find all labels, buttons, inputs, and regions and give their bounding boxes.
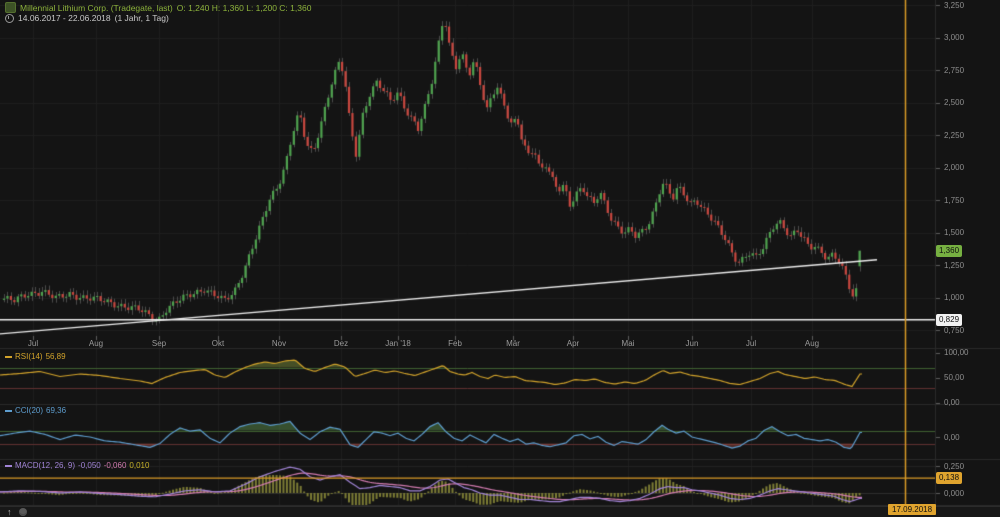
instrument-logo-icon bbox=[5, 2, 16, 13]
cci-tick-label: 0,00 bbox=[944, 432, 960, 442]
rsi-tick-label: 0,00 bbox=[944, 398, 960, 407]
price-tick-label: 2,750 bbox=[944, 65, 965, 75]
price-tick-label: 1,250 bbox=[944, 260, 965, 270]
month-tick-label: Apr bbox=[566, 339, 580, 348]
date-range-bar: 14.06.2017 - 22.06.2018 (1 Jahr, 1 Tag) bbox=[5, 13, 169, 23]
rsi-tick-label: 100,00 bbox=[944, 348, 969, 357]
cci-swatch-icon bbox=[5, 409, 12, 412]
bottom-toolbar: ↑ bbox=[0, 506, 1000, 517]
month-tick-label: Jul bbox=[745, 339, 757, 348]
rsi-swatch-icon bbox=[5, 355, 12, 358]
price-tick-label: 2,000 bbox=[944, 163, 965, 172]
macd-swatch-icon bbox=[5, 464, 12, 467]
price-tick-label: 3,000 bbox=[944, 33, 965, 42]
month-tick-label: Dez bbox=[333, 339, 349, 348]
macd-legend[interactable]: MACD(12, 26, 9) -0,050 -0,060 0,010 bbox=[5, 461, 149, 470]
rsi-value: 56,89 bbox=[45, 352, 66, 361]
date-range-detail: (1 Jahr, 1 Tag) bbox=[114, 13, 169, 23]
support-line-price-badge: 0,829 bbox=[936, 313, 963, 326]
cci-legend[interactable]: CCI(20) 69,36 bbox=[5, 406, 66, 415]
price-tick-label: 2,500 bbox=[944, 98, 965, 107]
last-price-badge: 1,360 bbox=[936, 244, 963, 257]
scroll-up-icon[interactable]: ↑ bbox=[7, 506, 12, 517]
date-range-text: 14.06.2017 - 22.06.2018 bbox=[18, 13, 111, 23]
instrument-legend[interactable]: Millennial Lithium Corp. (Tradegate, las… bbox=[5, 2, 311, 13]
rsi-legend[interactable]: RSI(14) 56,89 bbox=[5, 352, 66, 361]
price-tick-label: 1,750 bbox=[944, 195, 965, 205]
vline-date-badge: 17.09.2018 bbox=[888, 504, 937, 515]
instrument-title: Millennial Lithium Corp. (Tradegate, las… bbox=[20, 2, 173, 13]
price-tick-label: 1,000 bbox=[944, 293, 965, 302]
month-tick-label: Mär bbox=[506, 339, 520, 348]
rsi-tick-label: 50,00 bbox=[944, 373, 965, 382]
macd-value-2: -0,060 bbox=[103, 461, 127, 470]
month-tick-label: Sep bbox=[151, 339, 167, 348]
price-tick-label: 3,250 bbox=[944, 0, 965, 10]
month-tick-label: Aug bbox=[804, 339, 820, 348]
cci-value: 69,36 bbox=[46, 406, 67, 415]
price-tick-label: 0,750 bbox=[944, 325, 965, 335]
month-tick-label: Aug bbox=[88, 339, 104, 348]
macd-label: MACD(12, 26, 9) bbox=[15, 461, 76, 470]
price-tick-label: 1,500 bbox=[944, 228, 965, 237]
macd-value-3: 0,010 bbox=[129, 461, 150, 470]
clock-icon bbox=[5, 13, 14, 23]
rsi-label: RSI(14) bbox=[15, 352, 43, 361]
ohlc-values: O: 1,240 H: 1,360 L: 1,200 C: 1,360 bbox=[176, 2, 312, 13]
price-tick-label: 2,250 bbox=[944, 130, 965, 140]
macd-tick-label: 0,000 bbox=[944, 488, 965, 498]
cci-label: CCI(20) bbox=[15, 406, 44, 415]
month-tick-label: Jun bbox=[685, 339, 699, 348]
month-tick-label: Jan '18 bbox=[385, 339, 411, 348]
month-tick-label: Jul bbox=[27, 339, 39, 348]
month-tick-label: Nov bbox=[271, 339, 287, 348]
globe-icon[interactable] bbox=[18, 508, 27, 516]
macd-level-badge: 0,138 bbox=[936, 472, 963, 485]
macd-tick-label: 0,250 bbox=[944, 461, 965, 471]
month-tick-label: Okt bbox=[211, 339, 225, 348]
month-tick-label: Feb bbox=[448, 339, 462, 348]
macd-value-1: -0,050 bbox=[78, 461, 101, 470]
month-tick-label: Mai bbox=[621, 339, 635, 348]
